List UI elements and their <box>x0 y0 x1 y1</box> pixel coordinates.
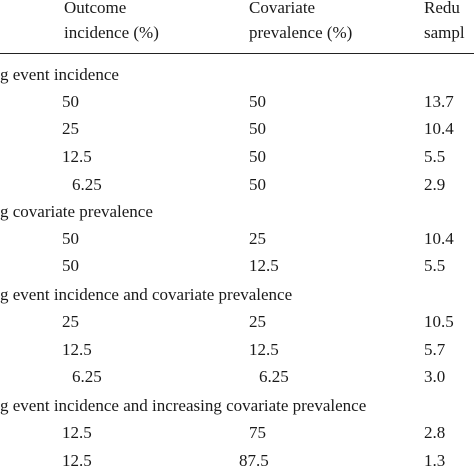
reduction-cell: 10.4 <box>424 119 454 138</box>
reduction-cell: 13.7 <box>424 92 454 111</box>
section-title: g event incidence and covariate prevalen… <box>0 285 293 304</box>
reduction-cell: 10.4 <box>424 229 454 248</box>
section-title: g covariate prevalence <box>0 202 153 221</box>
header-reduction-line2: sampl <box>424 23 465 42</box>
covariate-cell: 50 <box>249 119 266 138</box>
reduction-cell: 2.9 <box>424 175 446 194</box>
reduction-cell: 5.5 <box>424 256 446 275</box>
outcome-cell: 25 <box>62 312 79 331</box>
outcome-cell: 12.5 <box>62 340 92 359</box>
header-covariate-line2: prevalence (%) <box>249 23 353 42</box>
reduction-cell: 1.3 <box>424 451 446 470</box>
outcome-cell: 50 <box>62 256 79 275</box>
reduction-cell: 10.5 <box>424 312 454 331</box>
outcome-cell: 25 <box>62 119 79 138</box>
covariate-cell: 87.5 <box>239 451 269 470</box>
covariate-cell: 6.25 <box>259 367 289 386</box>
header-rule <box>0 53 474 54</box>
covariate-cell: 12.5 <box>249 256 279 275</box>
section-title: g event incidence and increasing covaria… <box>0 396 367 415</box>
covariate-cell: 50 <box>249 147 266 166</box>
outcome-cell: 6.25 <box>72 175 102 194</box>
covariate-cell: 50 <box>249 92 266 111</box>
outcome-cell: 12.5 <box>62 423 92 442</box>
section-title: g event incidence <box>0 65 119 84</box>
covariate-cell: 50 <box>249 175 266 194</box>
outcome-cell: 12.5 <box>62 147 92 166</box>
reduction-cell: 5.7 <box>424 340 446 359</box>
header-outcome-line1: Outcome <box>64 0 127 17</box>
reduction-cell: 2.8 <box>424 423 446 442</box>
outcome-cell: 50 <box>62 229 79 248</box>
covariate-cell: 25 <box>249 312 266 331</box>
header-covariate-line1: Covariate <box>249 0 316 17</box>
reduction-cell: 5.5 <box>424 147 446 166</box>
outcome-cell: 12.5 <box>62 451 92 470</box>
outcome-cell: 50 <box>62 92 79 111</box>
header-reduction-line1: Redu <box>424 0 460 17</box>
covariate-cell: 12.5 <box>249 340 279 359</box>
covariate-cell: 75 <box>249 423 266 442</box>
header-outcome-line2: incidence (%) <box>64 23 159 42</box>
covariate-cell: 25 <box>249 229 266 248</box>
reduction-cell: 3.0 <box>424 367 446 386</box>
outcome-cell: 6.25 <box>72 367 102 386</box>
